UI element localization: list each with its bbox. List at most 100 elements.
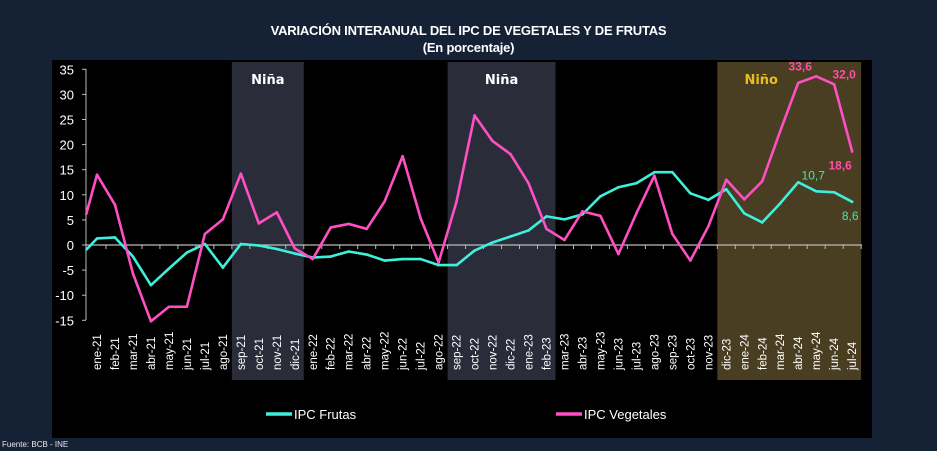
x-tick-label: feb-21 [110, 337, 122, 370]
data-point [167, 267, 171, 270]
data-point [383, 259, 386, 262]
data-point [671, 170, 674, 174]
data-point [185, 305, 189, 309]
data-point [832, 190, 836, 194]
data-point [491, 241, 494, 244]
data-point [814, 75, 818, 78]
data-point [545, 215, 548, 218]
x-tick-label: mar-23 [559, 334, 571, 370]
x-tick-label: sep-23 [667, 335, 679, 370]
y-tick-label: -10 [55, 288, 74, 303]
data-point [671, 232, 674, 236]
x-tick-label: oct-21 [254, 338, 266, 370]
data-point [725, 178, 728, 182]
data-point [131, 255, 135, 258]
data-point [760, 221, 764, 224]
data-point [419, 257, 422, 261]
x-tick-label: may-21 [164, 332, 176, 370]
legend-label: IPC Vegetales [584, 407, 667, 422]
x-tick-label: may-23 [595, 332, 607, 370]
data-label: 18,6 [828, 159, 852, 173]
chart-title: VARIACIÓN INTERANUAL DEL IPC DE VEGETALE… [270, 23, 667, 38]
band-label-2: Niño [744, 73, 778, 88]
series-line [84, 75, 854, 323]
x-tick-label: feb-23 [542, 337, 554, 370]
y-tick-label: 20 [60, 138, 74, 153]
data-point [707, 198, 710, 202]
data-point [653, 170, 656, 174]
data-point [455, 200, 458, 203]
x-tick-label: ago-22 [434, 334, 446, 370]
x-tick-label: jun-22 [398, 338, 410, 371]
data-point [832, 83, 836, 86]
data-point [167, 305, 171, 309]
data-point [113, 203, 117, 207]
y-tick-label: -15 [55, 313, 74, 328]
x-tick-label: jul-22 [416, 342, 428, 371]
x-tick-label: nov-22 [488, 335, 500, 370]
data-point [185, 251, 189, 254]
legend-label: IPC Frutas [294, 407, 357, 422]
band-2 [717, 62, 862, 380]
y-tick-label: -5 [62, 263, 74, 278]
data-point [221, 266, 225, 269]
x-tick-label: feb-22 [326, 337, 338, 370]
data-point [850, 150, 854, 153]
data-point [491, 139, 494, 143]
data-point [563, 218, 566, 221]
data-point [635, 181, 638, 185]
data-point [131, 272, 135, 275]
data-point [760, 179, 764, 183]
data-point [599, 214, 602, 218]
data-label: 8,6 [842, 209, 859, 223]
data-point [796, 180, 800, 184]
x-tick-label: jul-24 [847, 341, 859, 371]
data-point [203, 232, 207, 236]
data-point [814, 189, 818, 193]
data-point [95, 173, 99, 177]
x-tick-label: ene-22 [308, 334, 320, 370]
x-tick-label: ene-23 [524, 334, 536, 370]
x-tick-label: nov-21 [272, 335, 284, 370]
x-tick-label: ene-21 [92, 334, 104, 370]
data-point [365, 227, 369, 231]
data-point [293, 247, 297, 250]
data-point [401, 154, 404, 158]
data-point [707, 225, 710, 228]
data-point [437, 263, 440, 267]
x-tick-label: jul-23 [631, 342, 643, 371]
data-point [742, 198, 746, 201]
y-tick-label: 25 [60, 113, 74, 128]
band-0 [231, 62, 304, 380]
data-point [635, 212, 638, 215]
y-tick-label: 35 [60, 62, 74, 77]
data-point [221, 218, 225, 221]
x-tick-label: abr-21 [146, 337, 158, 370]
x-tick-label: jun-21 [182, 338, 194, 371]
data-point [149, 283, 153, 287]
x-tick-label: may-24 [811, 331, 823, 370]
x-tick-label: may-22 [380, 332, 392, 370]
data-point [527, 229, 530, 232]
source-note: Fuente: BCB - INE [2, 440, 69, 449]
x-tick-label: mar-21 [128, 334, 140, 370]
data-point [850, 200, 854, 204]
data-point [437, 261, 440, 264]
x-tick-label: mar-24 [775, 333, 787, 370]
band-1 [447, 62, 556, 380]
data-point [617, 185, 620, 189]
x-tick-label: abr-22 [362, 337, 374, 370]
data-point [545, 227, 548, 231]
data-point [95, 237, 99, 240]
x-tick-label: dic-22 [506, 339, 518, 370]
data-point [742, 212, 746, 215]
x-tick-label: ene-24 [739, 334, 751, 370]
data-point [293, 252, 297, 255]
data-point [275, 211, 279, 214]
x-tick-label: sep-21 [236, 335, 248, 370]
x-tick-label: jul-21 [200, 342, 212, 371]
band-label-0: Niña [251, 73, 284, 88]
x-tick-label: ago-21 [218, 334, 230, 370]
data-point [796, 81, 800, 85]
